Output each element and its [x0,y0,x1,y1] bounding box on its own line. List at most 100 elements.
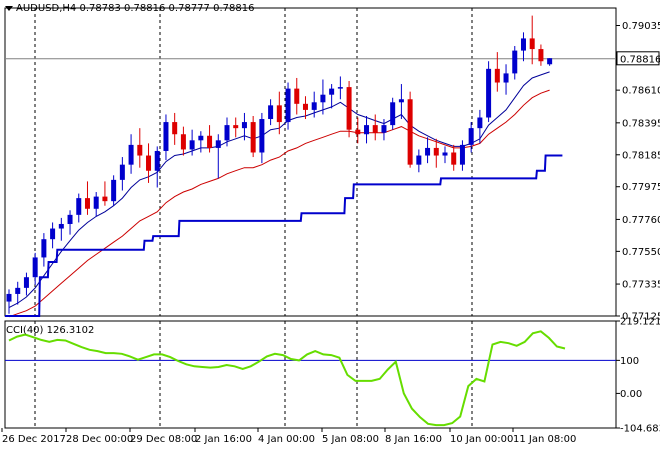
time-tick-label: 8 Jan 16:00 [385,434,442,445]
candle-body [41,239,47,258]
candle-body [433,147,439,156]
candle [215,134,221,179]
candle-body [329,88,335,95]
cci-header: CCI(40) 126.3102 [6,325,95,336]
candle-body [241,122,247,129]
candle-body [268,105,274,120]
candle-body [233,125,239,129]
candle-body [154,150,160,171]
symbol-label: AUDUSD,H4 [16,3,77,14]
candle-body [520,38,526,51]
time-tick-label: 26 Dec 2017 [2,434,66,445]
candle-body [294,88,300,104]
candle-body [407,99,413,165]
candle [102,181,108,206]
trailing-stop-line [5,154,563,317]
candle [111,175,117,206]
candle-body [425,147,431,156]
candle-body [451,152,457,165]
time-tick-label: 4 Jan 00:00 [258,434,315,445]
candle [276,91,282,135]
price-tick-label: 0.77335 [622,280,660,291]
candle-body [84,198,90,209]
cci-tick-label: -104.6838 [620,424,660,435]
candle [146,143,152,183]
trailing-stop-path [5,154,563,317]
candle-body [390,102,396,126]
candle [50,222,56,249]
candle [189,129,195,156]
candle [494,52,500,92]
candle [529,15,535,65]
candle [84,181,90,215]
price-header: AUDUSD,H4 0.78783 0.78816 0.78777 0.7881… [4,3,254,14]
candle-body [346,87,352,130]
candle-body [207,135,213,148]
time-tick-label: 10 Jan 00:00 [450,434,513,445]
candle [198,131,204,153]
candle-body [538,49,544,62]
candle [468,122,474,153]
candle [547,58,553,66]
candle-body [381,125,387,133]
candle [76,193,82,223]
candle-body [372,125,378,133]
candles [6,15,553,314]
candle [137,128,143,168]
price-tick-label: 0.79035 [622,21,660,32]
candle-body [459,144,465,165]
candle [503,64,509,95]
candle [381,119,387,141]
candle-body [311,102,317,110]
candle [41,233,47,267]
candle [302,96,308,120]
candle-body [512,50,518,74]
candle-body [111,179,117,202]
candle [128,134,134,174]
candle-body [50,228,56,240]
candle-body [215,140,221,148]
candle [337,76,343,100]
candle-body [163,122,169,151]
candle [416,149,422,173]
candle [58,217,64,241]
candle [442,146,448,164]
time-tick-label: 28 Dec 00:00 [66,434,133,445]
candle-body [67,214,73,224]
candle [486,61,492,123]
candle [67,210,73,235]
candle [119,157,125,191]
candle-body [494,68,500,83]
price-tick-label: 0.78610 [622,86,660,97]
candle-body [302,103,308,110]
candle-body [503,73,509,83]
candle-body [198,135,204,141]
current-price-tag [616,51,660,66]
candle-body [477,117,483,129]
dropdown-arrow-icon[interactable] [5,6,13,11]
candle [259,112,265,164]
candle [15,281,21,305]
candle-body [15,287,21,294]
candle [241,112,247,141]
candle [407,91,413,168]
candle [285,82,291,130]
candle [172,112,178,145]
candle-body [416,155,422,165]
price-tick-label: 0.77125 [622,312,660,323]
current-price-label: 0.78816 [620,54,660,65]
candle-body [337,87,343,89]
candle-body [320,94,326,103]
candle [6,289,12,314]
candle-body [259,119,265,153]
candle-body [23,277,29,288]
ohlc-values: 0.78783 0.78816 0.78777 0.78816 [79,3,255,14]
price-axis: 0.79035 0.78610 0.78395 0.78185 0.77975 0.777… [616,21,660,323]
candle-body [355,129,361,135]
candle [250,115,256,158]
candle-body [93,196,99,209]
candle [163,114,169,161]
candle-body [250,122,256,153]
